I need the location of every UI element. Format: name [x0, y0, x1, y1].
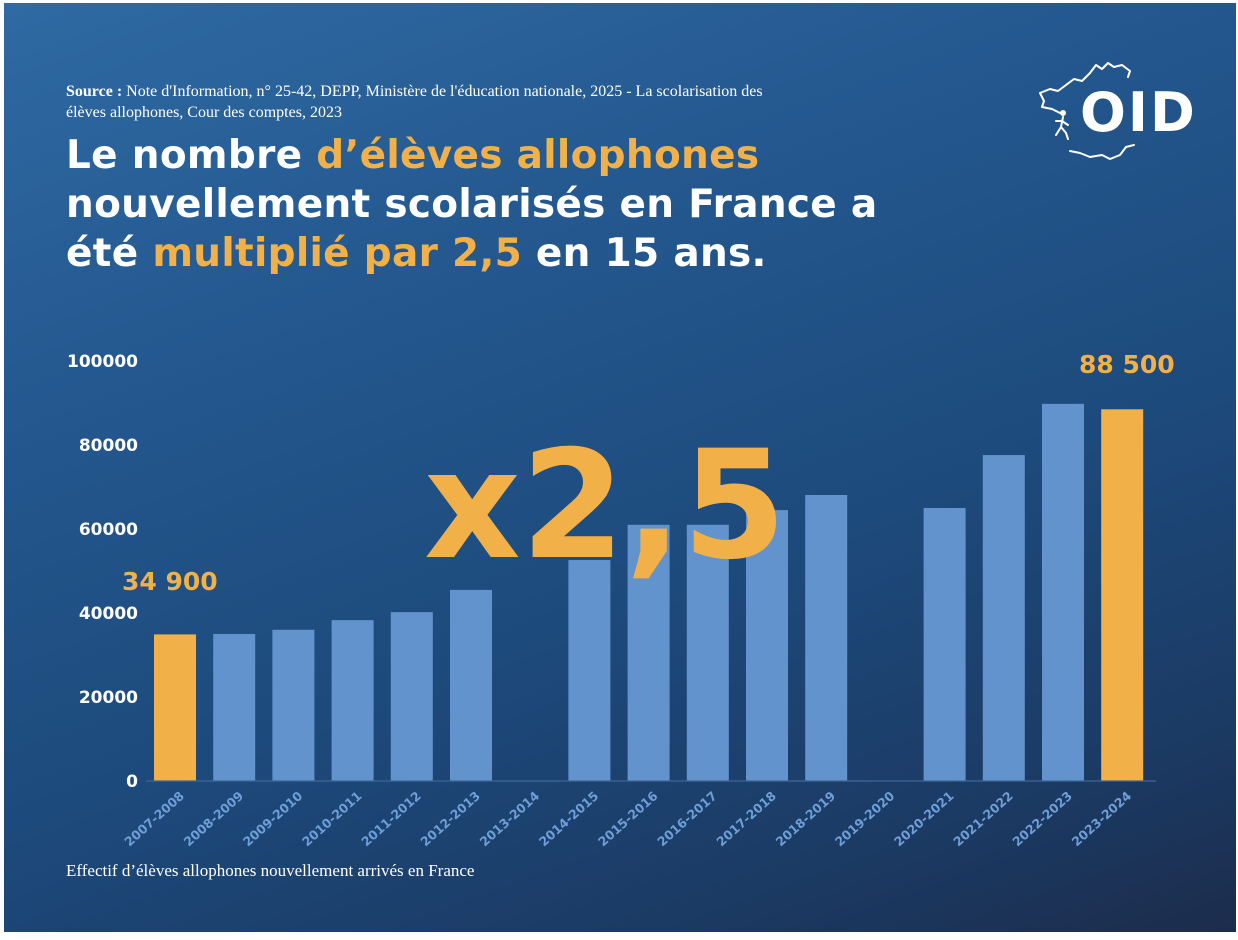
annotation-first-value: 34 900 [122, 567, 218, 596]
x-tick-label: 2015-2016 [595, 788, 661, 849]
x-tick-label: 2013-2014 [477, 788, 543, 849]
headline-part-5: en 15 ans. [522, 231, 767, 276]
x-tick-label: 2020-2021 [891, 788, 957, 849]
annotation-multiplier: x2,5 [424, 419, 786, 593]
bar-2007-2008 [154, 634, 196, 781]
y-tick-label: 100000 [67, 352, 138, 372]
x-tick-label: 2023-2024 [1069, 788, 1135, 849]
source-body: Note d'Information, n° 25-42, DEPP, Mini… [66, 83, 763, 121]
bar-2020-2021 [923, 508, 966, 781]
x-tick-label: 2009-2010 [240, 788, 306, 849]
y-tick-label: 0 [126, 772, 138, 792]
y-tick-label: 20000 [79, 688, 138, 708]
x-tick-label: 2014-2015 [536, 788, 602, 849]
x-tick-label: 2018-2019 [773, 788, 839, 849]
logo-text: OID [1080, 81, 1197, 144]
x-tick-label: 2021-2022 [950, 788, 1016, 849]
infographic-panel: Source : Note d'Information, n° 25-42, D… [4, 3, 1236, 932]
x-tick-label: 2010-2011 [299, 788, 365, 849]
france-map-runner-icon [1039, 62, 1135, 160]
bar-2021-2022 [982, 455, 1025, 781]
bars [154, 403, 1144, 781]
headline-highlight-1: d’élèves allophones [316, 133, 760, 178]
x-tick-label: 2011-2012 [358, 788, 424, 849]
source-label: Source : [66, 83, 123, 100]
x-tick-label: 2016-2017 [654, 788, 720, 849]
bar-2015-2016 [627, 524, 670, 781]
bar-2014-2015 [568, 560, 611, 781]
x-tick-label: 2007-2008 [121, 788, 187, 849]
y-axis-ticks: 0 20000 40000 60000 80000 100000 [67, 352, 138, 792]
bar-2018-2019 [805, 494, 848, 781]
headline-highlight-2: multiplié par 2,5 [152, 231, 523, 276]
source-text: Source : Note d'Information, n° 25-42, D… [66, 81, 766, 123]
x-tick-label: 2008-2009 [181, 788, 247, 849]
bar-2010-2011 [331, 620, 374, 781]
bar-2009-2010 [272, 629, 315, 781]
page-title: Le nombre d’élèves allophones nouvelleme… [66, 131, 926, 278]
bar-2008-2009 [213, 634, 256, 781]
bar-2017-2018 [746, 510, 788, 781]
headline-part-1: Le nombre [66, 133, 317, 178]
annotation-last-value: 88 500 [1079, 350, 1175, 379]
x-tick-label: 2022-2023 [1009, 788, 1075, 849]
x-tick-label: 2017-2018 [713, 788, 779, 849]
bar-2016-2017 [686, 524, 729, 781]
chart-caption: Effectif d’élèves allophones nouvellemen… [66, 861, 475, 880]
x-tick-label: 2019-2020 [832, 788, 898, 849]
bar-2011-2012 [390, 612, 433, 781]
y-tick-label: 60000 [79, 520, 138, 540]
bar-2022-2023 [1042, 403, 1084, 781]
y-tick-label: 80000 [79, 436, 138, 456]
headline-part-3: nouvellement scolarisés en France a été [66, 182, 878, 276]
x-tick-label: 2012-2013 [417, 788, 483, 849]
y-tick-label: 40000 [79, 604, 138, 624]
bar-2012-2013 [450, 589, 492, 781]
bar-2023-2024 [1101, 409, 1144, 781]
x-axis-ticks: 2007-20082008-20092009-20102010-20112011… [121, 788, 1134, 849]
